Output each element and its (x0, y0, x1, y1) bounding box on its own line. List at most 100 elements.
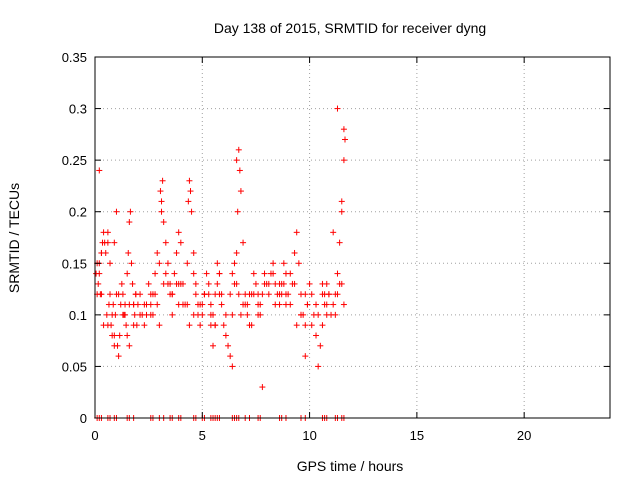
data-point (115, 291, 122, 298)
data-point (235, 291, 242, 298)
data-point (323, 301, 330, 308)
data-point (240, 239, 247, 246)
data-point (187, 188, 194, 195)
data-point (154, 301, 161, 308)
data-point (95, 280, 102, 287)
data-point (112, 311, 119, 318)
data-point (111, 239, 118, 246)
data-point (334, 270, 341, 277)
data-point (186, 177, 193, 184)
data-point (225, 342, 232, 349)
data-point (147, 311, 154, 318)
data-point (222, 332, 229, 339)
y-tick-label: 0.2 (69, 205, 87, 220)
data-point (145, 280, 152, 287)
data-point (96, 270, 103, 277)
data-point (185, 198, 192, 205)
data-point (261, 270, 268, 277)
data-point (340, 126, 347, 133)
data-point (131, 311, 138, 318)
data-point (340, 157, 347, 164)
data-point (141, 301, 148, 308)
y-tick-label: 0.3 (69, 102, 87, 117)
data-point (308, 322, 315, 329)
data-point (128, 260, 135, 267)
data-point (330, 301, 337, 308)
data-point (321, 291, 328, 298)
data-point (231, 260, 238, 267)
data-point (313, 301, 320, 308)
data-point (216, 270, 223, 277)
data-point (334, 105, 341, 112)
data-point (229, 270, 236, 277)
data-point (220, 322, 227, 329)
x-tick-label: 20 (517, 428, 531, 443)
data-point (108, 322, 115, 329)
data-point (287, 270, 294, 277)
data-point (115, 353, 122, 360)
data-point (100, 322, 107, 329)
data-point (173, 249, 180, 256)
data-point (270, 260, 277, 267)
data-point (334, 291, 341, 298)
data-point (177, 239, 184, 246)
y-axis-title: SRMTID / TECUs (6, 183, 22, 293)
data-point (246, 291, 253, 298)
data-point (222, 311, 229, 318)
data-point (175, 301, 182, 308)
data-point (158, 198, 165, 205)
data-point (235, 146, 242, 153)
data-point (177, 280, 184, 287)
data-point (205, 280, 212, 287)
data-point (237, 311, 244, 318)
x-tick-labels: 0 5 10 15 20 (91, 428, 531, 443)
data-point (237, 188, 244, 195)
x-axis-title: GPS time / hours (297, 458, 404, 474)
data-point (282, 301, 289, 308)
data-point (272, 301, 279, 308)
data-point (137, 311, 144, 318)
data-point (341, 136, 348, 143)
data-point (154, 249, 161, 256)
data-point (270, 270, 277, 277)
data-point (302, 353, 309, 360)
data-point (293, 322, 300, 329)
data-point (250, 270, 257, 277)
data-point (107, 260, 114, 267)
data-point (162, 239, 169, 246)
data-point (171, 270, 178, 277)
y-tick-labels: 0 0.05 0.1 0.15 0.2 0.25 0.3 0.35 (62, 50, 87, 426)
y-tick-label: 0.15 (62, 256, 87, 271)
data-point (96, 167, 103, 174)
data-point (156, 260, 163, 267)
data-point (319, 280, 326, 287)
data-point (129, 280, 136, 287)
data-point (218, 301, 225, 308)
data-point (242, 301, 249, 308)
data-point (175, 229, 182, 236)
data-point (160, 280, 167, 287)
x-tick-label: 15 (410, 428, 424, 443)
data-point (98, 249, 105, 256)
data-point (110, 301, 117, 308)
data-point (207, 311, 214, 318)
data-point (315, 311, 322, 318)
data-point (227, 353, 234, 360)
data-point (149, 291, 156, 298)
data-point (229, 363, 236, 370)
data-point (124, 270, 131, 277)
y-tick-label: 0.1 (69, 308, 87, 323)
data-point (227, 291, 234, 298)
data-point (293, 229, 300, 236)
data-point (147, 301, 154, 308)
data-point (315, 363, 322, 370)
data-point (313, 332, 320, 339)
data-point (197, 322, 204, 329)
data-point (248, 322, 255, 329)
data-points (93, 105, 348, 421)
data-point (169, 311, 176, 318)
data-point (229, 311, 236, 318)
data-point (195, 311, 201, 318)
data-point (192, 280, 199, 287)
data-point (291, 249, 298, 256)
